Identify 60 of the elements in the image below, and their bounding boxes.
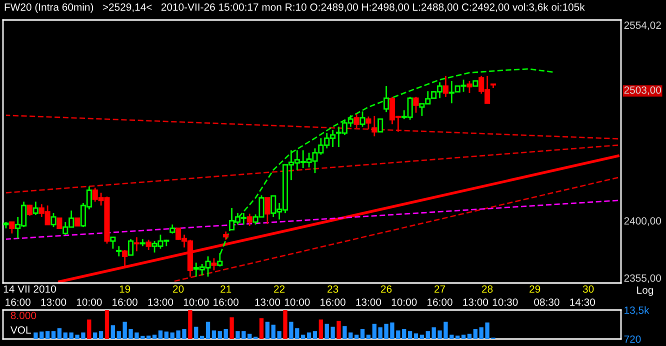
y-tick-label: 2503,00 — [624, 86, 662, 95]
x-tick-label: 16:00 — [112, 298, 138, 306]
x-tick-label: 13:00 — [41, 298, 66, 306]
x-tick-label: 23 — [328, 285, 338, 293]
candlestick — [122, 249, 128, 268]
x-tick-label: 26 — [381, 285, 392, 293]
x-tick-label: 13:00 — [463, 298, 488, 306]
x-tick-label: 14:30 — [570, 298, 595, 306]
y-tick-label: 2400,00 — [624, 217, 662, 226]
candlestick — [116, 245, 122, 258]
x-tick-label: 10:00 — [184, 298, 209, 306]
x-tick-label: 21 — [220, 285, 232, 293]
x-tick-label: 10:00 — [76, 298, 102, 306]
candlestick — [378, 118, 384, 132]
candlestick — [9, 221, 15, 234]
candlestick — [211, 258, 217, 271]
x-tick-label: 10:00 — [284, 298, 310, 306]
x-tick-label: 16:00 — [6, 298, 30, 306]
y-tick-label: 2554,02 — [624, 22, 661, 30]
x-tick-label: 19 — [120, 285, 130, 293]
x-tick-label: 13:00 — [148, 298, 174, 306]
candlestick — [146, 239, 152, 251]
candlestick — [466, 80, 472, 94]
x-tick-label: 10:30 — [492, 298, 518, 306]
candlestick — [110, 236, 116, 250]
annotation: VOL — [10, 326, 31, 334]
x-tick-label: 16:00 — [214, 298, 238, 306]
x-tick-label: 27 — [434, 285, 446, 293]
candlestick — [56, 218, 62, 230]
x-tick-label: 29 — [530, 285, 540, 293]
candlestick — [366, 116, 372, 130]
y-tick-label: 720 — [624, 336, 641, 343]
x-tick-label: 08:30 — [534, 298, 560, 306]
candlestick — [360, 110, 366, 128]
x-tick-label: 30 — [582, 285, 594, 293]
x-tick-label: 14 VII 2010 — [4, 285, 56, 293]
x-tick-label: 22 — [274, 285, 285, 293]
x-tick-label: 13:00 — [356, 298, 382, 306]
candlestick — [384, 85, 390, 113]
x-tick-label: 16:00 — [428, 298, 452, 306]
candlestick — [32, 200, 38, 216]
x-tick-label: 20 — [173, 285, 184, 293]
candlestick — [413, 96, 419, 114]
annotation: 8.000 — [10, 312, 36, 320]
x-tick-label: 16:00 — [320, 298, 346, 306]
chart-title: FW20 (Intra 60min) >2529,14< 2010-VII-26 15:00:17 mon R:10 O:2489,00 H:2498,00 L:2488,00 C:2492,00 vol:3,6k oi:105k — [4, 3, 585, 13]
x-tick-label: 13:00 — [255, 298, 280, 306]
text: Log — [637, 286, 654, 296]
candlestick — [128, 238, 134, 256]
y-tick-label: 13,5k — [624, 306, 650, 316]
y-tick-label: 2355,00 — [624, 274, 662, 284]
candlestick — [50, 212, 56, 228]
candlestick — [134, 236, 140, 252]
candlestick — [372, 115, 378, 137]
candlestick — [246, 213, 252, 227]
x-tick-label: 28 — [482, 285, 493, 293]
candlestick — [264, 197, 270, 225]
candlestick — [354, 113, 360, 129]
x-tick-label: 10:00 — [392, 298, 417, 306]
candlestick — [442, 75, 448, 98]
